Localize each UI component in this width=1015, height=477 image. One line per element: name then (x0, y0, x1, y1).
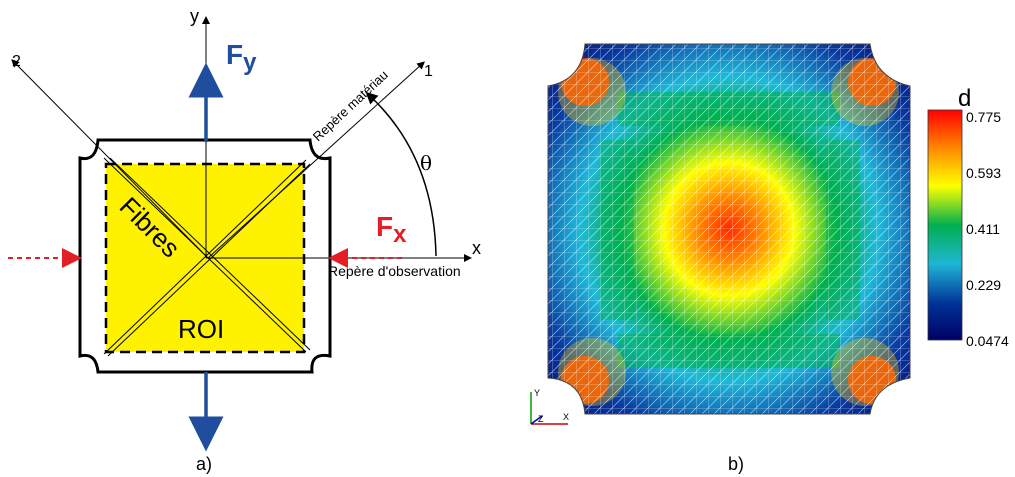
colorbar-title: d (958, 85, 971, 112)
force-y-label: Fy (226, 39, 257, 76)
triad-y-label: Y (534, 388, 540, 398)
colorbar-ticks: 0.775 0.593 0.411 0.229 0.0474 (966, 109, 1009, 349)
force-y-main: F (226, 39, 243, 70)
caption-a: a) (196, 454, 212, 474)
colorbar-tick-0: 0.775 (966, 109, 1001, 125)
colorbar-tick-1: 0.593 (966, 165, 1001, 181)
force-y-sub: y (243, 49, 257, 76)
colorbar (927, 109, 963, 341)
mesh-outline (547, 43, 911, 415)
axis-y-label: y (190, 6, 199, 26)
axis-1-line (207, 61, 425, 259)
damage-field (548, 44, 910, 414)
colorbar-tick-4: 0.0474 (966, 333, 1009, 349)
axis-2-line (11, 59, 209, 259)
force-x-label: Fx (376, 211, 407, 248)
axis-1-label: 1 (424, 63, 433, 80)
caption-b: b) (728, 454, 744, 474)
triad-x-label: X (563, 412, 569, 422)
orientation-triad: Y Z X (530, 388, 569, 425)
theta-label: θ (420, 151, 432, 175)
force-x-main: F (376, 211, 393, 242)
triad-z-label: Z (538, 414, 544, 424)
panel-b: d 0.775 0.593 0.411 0.229 0.0474 Y Z X b… (530, 43, 1009, 474)
axis-2-label: 2 (12, 53, 21, 70)
force-x-sub: x (393, 221, 407, 248)
axis-x-label: x (472, 238, 481, 258)
theta-arc (365, 91, 437, 257)
colorbar-tick-3: 0.229 (966, 277, 1001, 293)
roi-label: ROI (178, 314, 224, 344)
colorbar-tick-2: 0.411 (966, 221, 1000, 237)
panel-a: y x 1 2 Fy Fx θ Repère matériau Repère d… (8, 6, 481, 474)
observation-frame-label: Repère d'observation (328, 263, 461, 279)
